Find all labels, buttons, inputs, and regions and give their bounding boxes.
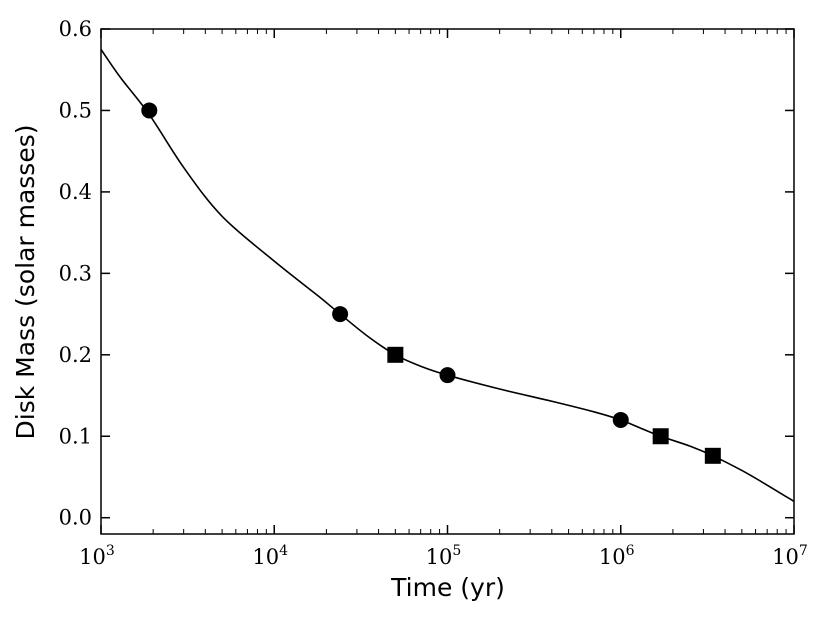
y-axis-label: Disk Mass (solar masses) xyxy=(11,125,40,440)
y-axis: 0.0 0.1 0.2 0.3 0.4 0.5 0.6 xyxy=(59,17,794,530)
y-tick-label: 0.0 xyxy=(59,506,92,530)
x-tick-label: 103 xyxy=(79,543,115,569)
x-tick-label: 105 xyxy=(426,543,462,569)
y-tick-label: 0.2 xyxy=(59,343,92,367)
x-tick-exponent: 5 xyxy=(452,543,461,559)
x-axis-label: Time (yr) xyxy=(390,573,505,602)
x-tick-label: 107 xyxy=(772,543,808,569)
x-axis: 103 104 105 106 107 xyxy=(79,29,808,569)
square-marker xyxy=(387,346,404,363)
y-tick-label: 0.5 xyxy=(59,98,92,122)
circle-marker xyxy=(332,306,349,323)
x-tick-exponent: 6 xyxy=(626,543,635,559)
x-tick-base: 10 xyxy=(79,545,106,569)
square-marker xyxy=(652,428,669,445)
x-tick-base: 10 xyxy=(772,545,799,569)
x-tick-base: 10 xyxy=(599,545,626,569)
y-tick-label: 0.3 xyxy=(59,261,92,285)
circle-marker xyxy=(612,411,629,428)
x-tick-base: 10 xyxy=(252,545,279,569)
circle-marker xyxy=(439,367,456,384)
plot-area xyxy=(100,28,795,535)
x-tick-base: 10 xyxy=(426,545,453,569)
x-tick-label: 106 xyxy=(599,543,635,569)
y-tick-label: 0.1 xyxy=(59,424,92,448)
series-layer xyxy=(100,48,795,503)
circle-marker xyxy=(141,102,158,119)
x-tick-label: 104 xyxy=(252,543,288,569)
square-marker xyxy=(704,447,721,464)
plot-frame xyxy=(100,28,795,535)
y-tick-label: 0.4 xyxy=(59,180,92,204)
y-tick-label: 0.6 xyxy=(59,17,92,41)
x-tick-exponent: 4 xyxy=(279,543,288,559)
disk-mass-curve xyxy=(100,48,795,503)
x-tick-exponent: 7 xyxy=(799,543,808,559)
x-tick-exponent: 3 xyxy=(106,543,115,559)
